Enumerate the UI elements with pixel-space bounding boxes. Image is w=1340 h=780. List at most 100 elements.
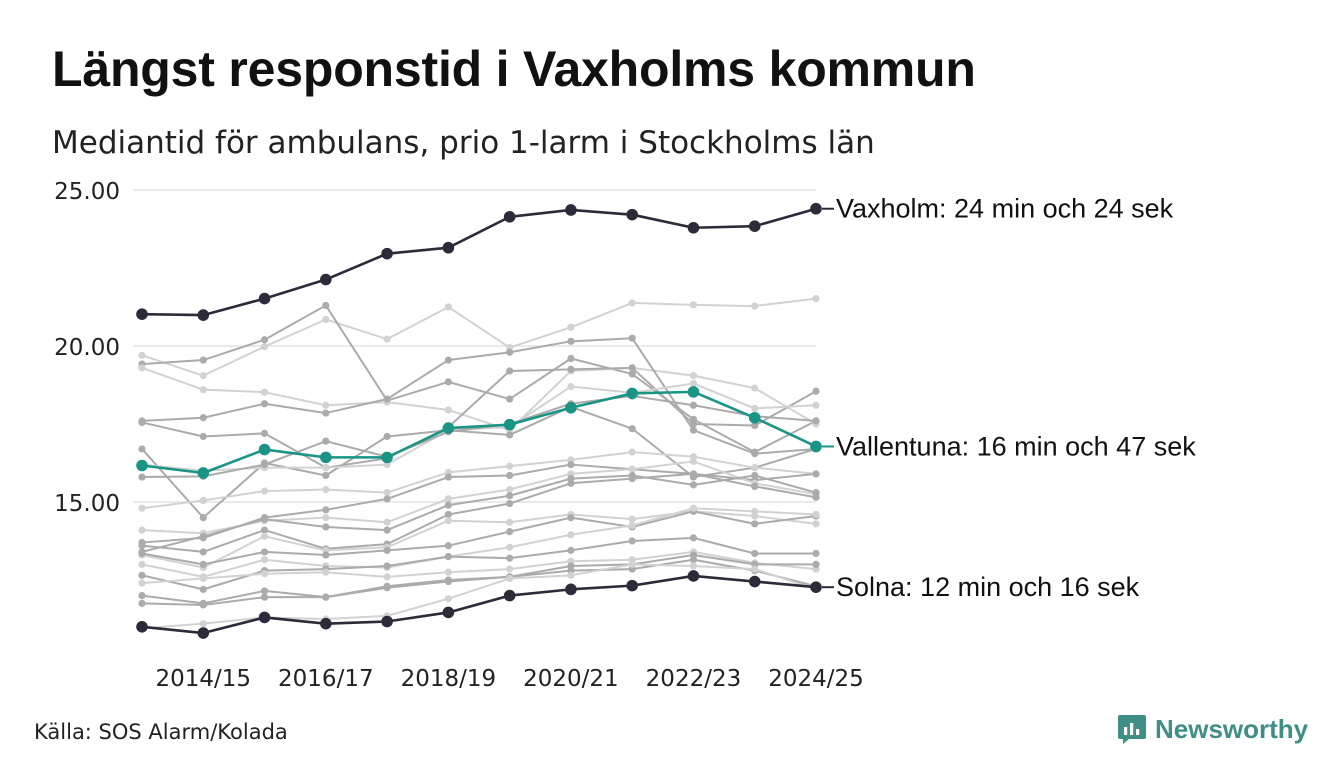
series-line: [141, 507, 817, 578]
data-point: [199, 356, 207, 364]
background-series-line: [138, 392, 820, 481]
data-point: [567, 514, 575, 522]
data-point: [381, 451, 393, 464]
brand-logo[interactable]: Newsworthy: [1117, 713, 1308, 745]
data-point: [506, 543, 514, 551]
data-point: [565, 583, 577, 596]
data-point: [565, 401, 577, 414]
series-line: [141, 550, 817, 585]
data-point: [322, 568, 330, 576]
data-point: [751, 450, 759, 458]
data-point: [810, 440, 822, 453]
data-point: [444, 542, 452, 550]
series-line: [140, 574, 818, 635]
data-point: [442, 422, 455, 434]
data-point: [322, 471, 330, 480]
data-point: [748, 575, 761, 588]
data-point: [260, 336, 269, 344]
data-point: [689, 504, 698, 512]
series-line: [141, 394, 817, 479]
background-series-line: [138, 334, 820, 458]
series-line: [141, 472, 817, 553]
data-point: [260, 487, 269, 495]
highlight-series-solna: [136, 570, 822, 639]
data-point: [199, 372, 207, 380]
data-point: [322, 593, 330, 601]
data-point: [567, 479, 575, 487]
data-point: [503, 589, 516, 602]
data-point: [506, 528, 514, 536]
data-point: [322, 301, 330, 310]
data-point: [687, 221, 700, 234]
data-point: [812, 470, 820, 478]
data-point: [751, 471, 759, 480]
data-point: [383, 489, 391, 497]
data-point: [751, 464, 759, 472]
data-point: [812, 294, 820, 303]
data-point: [260, 460, 269, 469]
data-point: [751, 384, 759, 392]
y-tick-label: 20.00: [54, 335, 120, 361]
y-axis: 15.00 20.00 25.00: [54, 179, 120, 517]
data-point: [444, 510, 452, 519]
data-point: [628, 560, 636, 569]
data-point: [626, 387, 638, 400]
data-point: [689, 534, 698, 542]
data-point: [689, 562, 698, 570]
data-point: [322, 514, 330, 522]
data-point: [383, 518, 391, 526]
data-point: [812, 510, 820, 519]
data-point: [748, 411, 761, 424]
chart-title: Längst responstid i Vaxholms kommun: [52, 41, 976, 97]
series-line: [140, 207, 818, 317]
data-point: [687, 570, 700, 582]
data-point: [810, 581, 822, 593]
data-point: [812, 417, 820, 425]
data-point: [503, 211, 516, 223]
data-point: [260, 429, 269, 437]
data-point: [199, 532, 207, 540]
data-point: [444, 473, 452, 481]
data-point: [567, 546, 575, 554]
data-point: [748, 220, 761, 232]
data-point: [567, 382, 575, 391]
data-point: [199, 548, 207, 556]
data-point: [628, 370, 636, 378]
data-point: [506, 462, 514, 470]
data-point: [689, 379, 698, 388]
series-label-vaxholm: Vaxholm: 24 min och 24 sek: [836, 194, 1174, 224]
series-line: [141, 451, 817, 510]
data-point: [260, 400, 269, 408]
data-point: [322, 464, 330, 472]
series-line: [140, 390, 818, 475]
data-point: [322, 401, 330, 409]
data-point: [444, 553, 452, 561]
x-tick-label: 2016/17: [278, 666, 374, 692]
data-point: [506, 565, 514, 573]
data-point: [567, 460, 575, 469]
data-point: [751, 421, 759, 430]
data-point: [138, 560, 146, 569]
data-point: [751, 482, 759, 490]
data-point: [260, 532, 269, 540]
data-point: [689, 470, 698, 478]
x-tick-label: 2022/23: [646, 666, 742, 692]
data-point: [199, 601, 207, 609]
data-point: [626, 208, 638, 221]
data-point: [138, 504, 146, 512]
data-point: [199, 514, 207, 522]
data-point: [444, 595, 452, 603]
data-point: [628, 425, 636, 433]
data-point: [812, 549, 820, 558]
data-point: [322, 437, 330, 445]
data-point: [503, 418, 516, 431]
data-point: [138, 526, 146, 534]
data-point: [689, 372, 698, 380]
data-point: [138, 592, 146, 600]
data-point: [322, 485, 330, 494]
series-line: [141, 474, 817, 553]
data-point: [383, 526, 391, 534]
data-point: [567, 323, 575, 331]
x-tick-label: 2024/25: [768, 666, 864, 692]
brand-name: Newsworthy: [1155, 713, 1309, 744]
